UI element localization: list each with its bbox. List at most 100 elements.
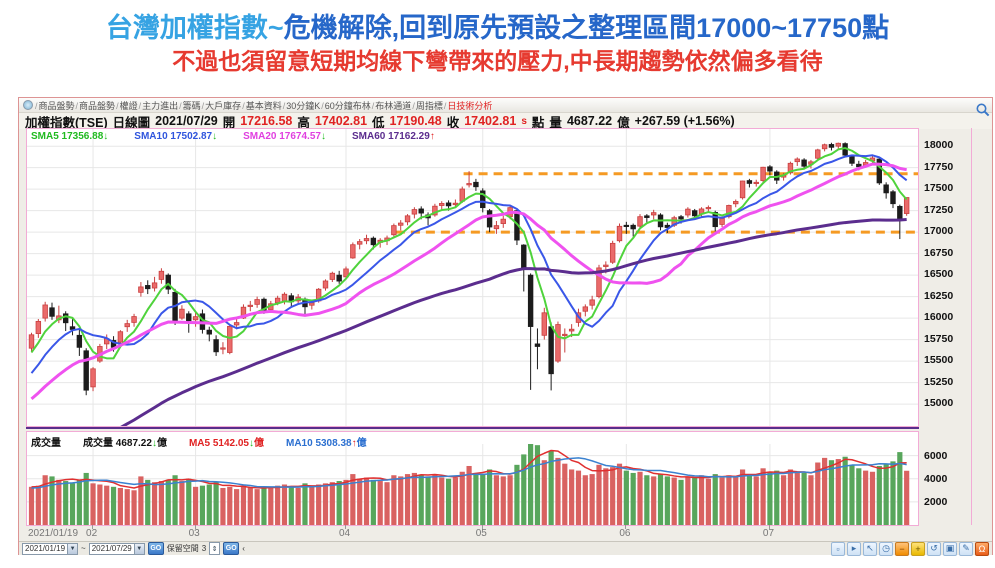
panel-icon[interactable]: ▫ [831, 541, 845, 556]
quote-date: 2021/07/29 [155, 114, 218, 128]
high-label: 高 [297, 115, 310, 130]
date-axis-tick [92, 525, 94, 529]
chart-tab[interactable]: 60分鐘布林 [324, 100, 371, 111]
price-axis-label: 15250 [924, 375, 954, 388]
price-axis-label: 16250 [924, 289, 954, 302]
price-axis-label: 15000 [924, 397, 954, 410]
chart-tab[interactable]: 周指標 [415, 100, 443, 111]
close-suffix: s [521, 115, 527, 127]
volume-axis-label: 4000 [924, 472, 948, 485]
price-chart [27, 129, 918, 484]
price-axis: 18000 17750 17500 17250 17000 16750 16500 16250… [919, 128, 971, 427]
chart-tab[interactable]: 日技術分析 [447, 100, 493, 111]
date-axis-label: 07 [762, 528, 775, 539]
price-axis-label: 18000 [924, 139, 954, 152]
pane-divider [26, 427, 919, 429]
price-axis-label: 17750 [924, 160, 954, 173]
volume-chart [27, 444, 918, 525]
volume-axis: 6000 4000 2000 [919, 444, 971, 525]
volume-unit: 億 [617, 115, 630, 130]
tab-separator: / [371, 100, 375, 111]
window-icon[interactable]: ▣ [943, 541, 957, 556]
date-axis-label: 2021/01/19 [28, 528, 79, 539]
date-axis-tick [625, 525, 627, 529]
volume-legend-item: MA5 5142.05↓億 [188, 438, 264, 449]
tab-separator: / [412, 100, 415, 111]
date-to-value: 2021/07/29 [91, 544, 132, 553]
date-axis-tick [194, 525, 196, 529]
globe-icon [23, 100, 33, 110]
info-bar: 加權指數(TSE) 日線圖 2021/07/29 開 17216.58 高 17… [19, 113, 992, 130]
chart-window: /商品盤勢/商品盤勢/權證/主力進出/籌碼/大戶庫存/基本資料/30分鐘K/60… [18, 97, 993, 556]
sma-legend-item: SMA10 17502.87↓ [134, 131, 218, 142]
price-axis-label: 16000 [924, 311, 954, 324]
tab-separator: / [321, 100, 324, 111]
price-axis-label: 15500 [924, 354, 954, 367]
dropdown-arrow-icon[interactable]: ▼ [133, 543, 144, 554]
chart-tab[interactable]: 權證 [119, 100, 138, 111]
tab-list: /商品盤勢/商品盤勢/權證/主力進出/籌碼/大戶庫存/基本資料/30分鐘K/60… [35, 99, 493, 112]
price-axis-label: 17500 [924, 182, 954, 195]
low-value: 17190.48 [389, 114, 442, 128]
date-from-dropdown[interactable]: 2021/01/19 ▼ [22, 542, 79, 555]
back-arrow[interactable]: ‹ [242, 544, 245, 553]
date-axis-label: 04 [339, 528, 351, 539]
volume-axis-label: 2000 [924, 495, 948, 508]
symbol-name: 加權指數(TSE) [25, 115, 108, 130]
keep-space-stepper[interactable]: ⇕ [209, 542, 221, 555]
change-value: +267.59 (+1.56%) [634, 114, 735, 128]
close-value: 17402.81 [464, 114, 517, 128]
apply-button[interactable]: GO [223, 542, 240, 555]
price-axis-label: 15750 [924, 332, 954, 345]
chart-tab[interactable]: 基本資料 [245, 100, 282, 111]
page-title-highlight: 台灣加權指數~ [105, 13, 284, 43]
date-axis: 2021/01/19 02 03 04 05 06 07 [26, 525, 919, 541]
tab-separator: / [75, 100, 79, 111]
price-axis-label: 17000 [924, 225, 954, 238]
tab-separator: / [35, 100, 38, 111]
edit-icon[interactable]: ✎ [959, 541, 973, 556]
volume-label: 量 [549, 115, 562, 130]
next-icon[interactable]: ▸ [847, 541, 861, 556]
zoom-out-icon[interactable]: − [895, 541, 909, 556]
zoom-in-icon[interactable]: + [911, 541, 925, 556]
date-axis-tick [345, 525, 346, 529]
tab-separator: / [179, 100, 182, 111]
price-axis-label: 16750 [924, 246, 954, 259]
chart-tab[interactable]: 籌碼 [182, 100, 201, 111]
tab-separator: / [138, 100, 142, 111]
keep-space-value: 3 [201, 544, 207, 553]
date-axis-label: 05 [475, 528, 487, 539]
bottom-toolbar: 2021/01/19 ▼ ~ 2021/07/29 ▼ GO 保留空間 3 ⇕ GO… [19, 541, 992, 556]
period-label: 日線圖 [112, 115, 151, 130]
open-label: 開 [222, 115, 236, 130]
volume-pane-title: 成交量 [31, 438, 61, 449]
alert-bell-icon[interactable]: Ω [975, 541, 989, 556]
cursor-icon[interactable]: ↖ [863, 541, 877, 556]
chart-tab[interactable]: 商品盤勢 [79, 100, 116, 111]
chart-tab[interactable]: 大戶庫存 [205, 100, 242, 111]
dropdown-arrow-icon[interactable]: ▼ [67, 543, 78, 554]
price-axis-label: 16500 [924, 268, 954, 281]
keep-space-label: 保留空間 [166, 544, 199, 553]
magnifier-icon[interactable] [975, 102, 991, 118]
chart-tab[interactable]: 商品盤勢 [38, 100, 75, 111]
undo-icon[interactable]: ↺ [927, 541, 941, 556]
chart-tab[interactable]: 30分鐘K [286, 100, 321, 111]
date-axis-tick [768, 525, 770, 529]
high-value: 17402.81 [314, 114, 368, 128]
volume-legend-item: MA10 5308.38↑億 [285, 438, 367, 449]
sma-legend-item: SMA5 17356.88↓ [31, 131, 109, 142]
chart-tab[interactable]: 主力進出 [142, 100, 179, 111]
sma-legend: SMA5 17356.88↓ SMA10 17502.87↓ SMA20 17674… [31, 131, 435, 142]
open-value: 17216.58 [240, 114, 293, 128]
clock-icon[interactable]: ◷ [879, 541, 893, 556]
chart-tab[interactable]: 布林通道 [375, 100, 412, 111]
go-button[interactable]: GO [147, 542, 164, 555]
price-chart-pane [26, 128, 919, 484]
volume-axis-label: 6000 [924, 449, 948, 462]
sma-legend-item: SMA20 17674.57↓ [243, 131, 326, 142]
tab-separator: / [443, 100, 447, 111]
date-to-dropdown[interactable]: 2021/07/29 ▼ [88, 542, 145, 555]
toolbar-icon-group: ▫ ▸ ↖ ◷ − + ↺ ▣ ✎ Ω [831, 541, 989, 556]
